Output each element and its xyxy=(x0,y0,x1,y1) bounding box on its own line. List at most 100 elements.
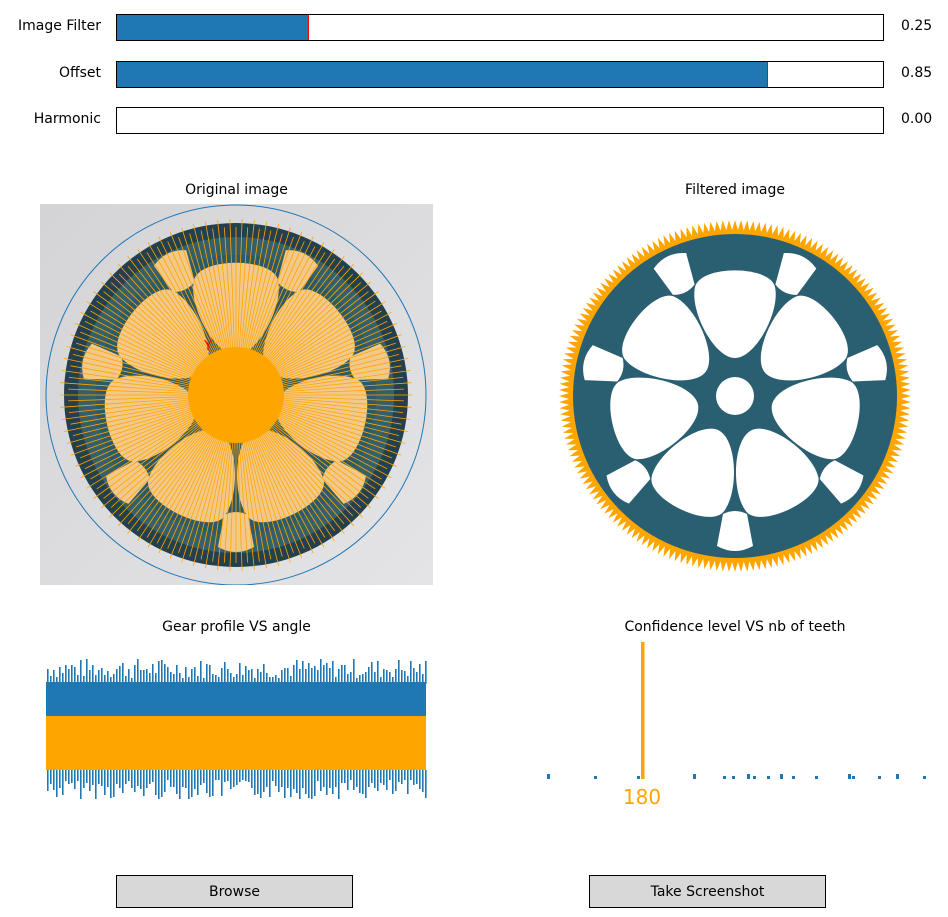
profile-spike xyxy=(407,676,409,684)
profile-spike xyxy=(392,677,394,684)
profile-spike xyxy=(206,664,208,684)
profile-spike xyxy=(197,770,199,795)
profile-spike xyxy=(224,770,226,782)
browse-button[interactable]: Browse xyxy=(116,875,353,908)
harmonic-slider[interactable] xyxy=(116,107,884,134)
profile-spike xyxy=(98,770,100,784)
profile-spike xyxy=(47,770,49,791)
profile-spike xyxy=(107,671,109,684)
profile-spike xyxy=(266,673,268,684)
profile-spike xyxy=(83,676,85,684)
profile-spike xyxy=(173,674,175,684)
profile-spike xyxy=(323,665,325,684)
gear-photo-slot xyxy=(153,250,195,293)
profile-spike xyxy=(353,770,355,790)
profile-spike xyxy=(329,770,331,788)
profile-spike xyxy=(65,665,67,684)
profile-spike xyxy=(149,770,151,784)
profile-spike xyxy=(311,770,313,799)
profile-spike xyxy=(326,770,328,795)
profile-spike xyxy=(344,770,346,783)
confidence-bar xyxy=(780,774,783,779)
profile-spike xyxy=(86,659,88,684)
profile-spike xyxy=(419,770,421,789)
profile-spike xyxy=(365,672,367,684)
gear-photo: Y xyxy=(45,204,427,585)
profile-spike xyxy=(143,670,145,684)
profile-spike xyxy=(320,770,322,791)
profile-spike xyxy=(191,770,193,797)
profile-spike xyxy=(185,770,187,788)
profile-spike xyxy=(245,770,247,781)
profile-spike xyxy=(158,661,160,684)
profile-spike xyxy=(401,670,403,684)
profile-spike xyxy=(101,668,103,684)
profile-spike xyxy=(155,770,157,795)
slider-label-image-filter: Image Filter xyxy=(18,18,101,34)
profile-spike xyxy=(248,770,250,782)
profile-spike xyxy=(395,770,397,791)
profile-spike xyxy=(161,770,163,797)
profile-spike xyxy=(299,770,301,799)
profile-spike xyxy=(203,770,205,783)
profile-spike xyxy=(287,770,289,788)
offset-slider[interactable] xyxy=(116,61,884,88)
profile-spike xyxy=(113,770,115,797)
profile-spike xyxy=(314,666,316,684)
profile-spike xyxy=(137,659,139,684)
profile-spike xyxy=(371,662,373,684)
profile-spike xyxy=(341,665,343,684)
profile-spike xyxy=(365,770,367,798)
profile-spike xyxy=(206,770,208,793)
profile-spike xyxy=(98,670,100,684)
profile-spike xyxy=(377,770,379,791)
gear-slot xyxy=(717,511,753,551)
profile-spike xyxy=(311,668,313,684)
profile-spike xyxy=(53,770,55,790)
profile-spike xyxy=(257,770,259,794)
profile-spike xyxy=(227,770,229,781)
profile-spike xyxy=(245,666,247,684)
harmonic-slider-handle[interactable] xyxy=(117,108,118,133)
gear-slot xyxy=(846,345,887,382)
detection-circle xyxy=(45,204,427,585)
profile-spike xyxy=(116,669,118,684)
profile-spike xyxy=(350,770,352,780)
profile-spike xyxy=(239,663,241,684)
profile-spike xyxy=(161,660,163,684)
profile-spike xyxy=(362,770,364,794)
profile-spike xyxy=(137,770,139,786)
profile-spike xyxy=(380,770,382,783)
confidence-title: Confidence level VS nb of teeth xyxy=(624,619,846,635)
profile-spike xyxy=(80,660,82,684)
profile-spike xyxy=(158,770,160,799)
profile-spike xyxy=(263,770,265,792)
image-filter-slider-handle[interactable] xyxy=(308,15,309,40)
offset-slider-handle[interactable] xyxy=(767,62,768,87)
profile-spike xyxy=(404,770,406,780)
profile-spike xyxy=(338,669,340,684)
profile-spike xyxy=(152,770,154,782)
profile-spike xyxy=(335,770,337,787)
gear-window xyxy=(622,295,710,381)
profile-spike xyxy=(401,770,403,784)
profile-spike xyxy=(233,677,235,684)
profile-spike xyxy=(215,770,217,780)
profile-spike xyxy=(242,770,244,780)
image-filter-slider[interactable] xyxy=(116,14,884,41)
profile-spike xyxy=(74,667,76,684)
profile-spike xyxy=(260,770,262,798)
confidence-bar xyxy=(848,774,851,779)
profile-spike xyxy=(308,770,310,798)
profile-spike xyxy=(188,677,190,684)
profile-spike xyxy=(260,672,262,684)
profile-spike xyxy=(269,677,271,684)
profile-spike xyxy=(50,676,52,684)
profile-spike xyxy=(377,661,379,684)
confidence-bar xyxy=(878,776,881,779)
profile-spike xyxy=(374,770,376,788)
profile-spike xyxy=(314,770,316,796)
profile-spike xyxy=(179,770,181,799)
profile-spike xyxy=(188,770,190,799)
take-screenshot-button[interactable]: Take Screenshot xyxy=(589,875,826,908)
